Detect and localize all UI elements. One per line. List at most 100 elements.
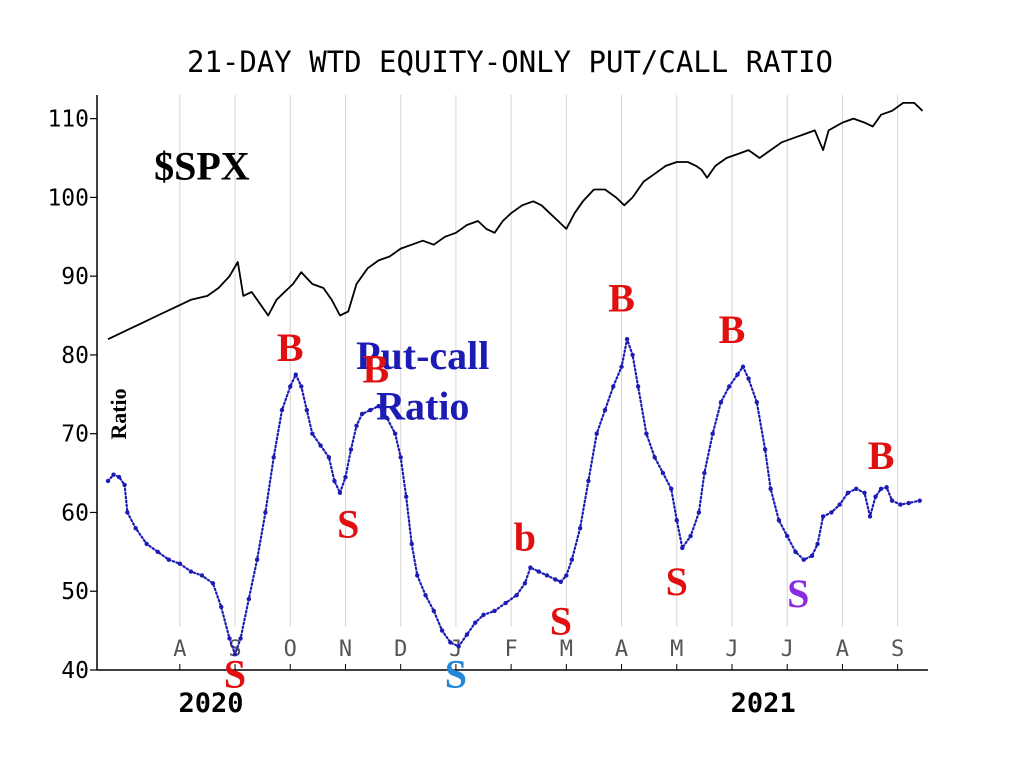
y-tick-label: 80 — [61, 343, 89, 369]
ratio-point — [219, 604, 224, 610]
ratio-point — [392, 431, 398, 436]
ratio-point — [674, 518, 679, 523]
ratio-point — [354, 423, 359, 429]
y-tick-label: 60 — [61, 500, 89, 526]
ratio-point — [105, 478, 111, 484]
ratio-point — [431, 608, 437, 614]
ratio-point — [820, 514, 826, 519]
ratio-point — [801, 557, 806, 562]
ratio-point — [368, 407, 373, 413]
ratio-point — [644, 431, 649, 436]
ratio-point — [837, 502, 842, 507]
ratio-point — [906, 500, 911, 506]
y-tick-label: 70 — [61, 422, 89, 448]
ratio-point — [473, 620, 478, 625]
ratio-point — [862, 490, 867, 495]
ratio-point — [448, 640, 453, 645]
x-tick-label: J — [725, 637, 738, 662]
ratio-point — [873, 494, 878, 499]
ratio-point — [602, 407, 608, 413]
ratio-point — [177, 561, 183, 566]
x-tick-label: O — [284, 637, 297, 662]
spx-line — [107, 102, 924, 341]
ratio-point — [740, 364, 746, 369]
ratio-point — [564, 573, 569, 578]
ratio-point — [878, 486, 884, 492]
ratio-point — [492, 608, 497, 614]
ratio-point — [376, 403, 381, 409]
y-tick-label: 100 — [47, 185, 89, 211]
ratio-point — [514, 592, 519, 598]
ratio-point — [409, 541, 414, 547]
x-tick-label: A — [836, 637, 849, 662]
ratio-point — [746, 376, 751, 381]
ratio-point — [199, 573, 205, 578]
ratio-point — [144, 541, 149, 547]
ratio-point — [398, 455, 403, 460]
ratio-point — [464, 632, 470, 637]
x-tick-label: D — [394, 637, 407, 662]
sell-signal-label: S — [787, 571, 809, 616]
ratio-point — [404, 494, 409, 499]
ratio-point — [776, 518, 782, 523]
ratio-point — [293, 372, 298, 377]
ratio-point — [238, 636, 243, 641]
ratio-point — [310, 431, 315, 436]
x-tick-label: A — [173, 637, 186, 662]
ratio-point — [359, 411, 365, 417]
ratio-point — [227, 636, 232, 641]
ratio-point — [594, 431, 599, 436]
sell-signal-label: S — [337, 502, 359, 547]
ratio-point — [263, 510, 268, 515]
ratio-point — [415, 573, 420, 578]
buy-signal-label: B — [362, 347, 389, 392]
ratio-point — [793, 549, 798, 555]
ratio-point — [299, 384, 304, 389]
ratio-point — [503, 600, 508, 606]
y-axis-label: Ratio — [106, 388, 131, 439]
ratio-series-label: Put-call — [356, 333, 489, 378]
y-tick-label: 110 — [47, 107, 89, 133]
ratio-point — [481, 612, 486, 618]
sell-signal-label: S — [224, 651, 246, 696]
ratio-point — [125, 510, 130, 515]
y-tick-label: 40 — [61, 658, 89, 684]
ratio-point — [680, 545, 685, 551]
ratio-point — [898, 502, 903, 507]
ratio-point — [348, 447, 354, 452]
ratio-point — [669, 486, 674, 492]
year-label: 2020 — [179, 688, 244, 719]
ratio-point — [768, 486, 773, 492]
ratio-point — [384, 415, 390, 421]
ratio-point — [718, 399, 724, 405]
ratio-point — [279, 407, 285, 413]
ratio-point — [155, 549, 160, 555]
ratio-point — [332, 478, 337, 484]
ratio-point — [122, 482, 127, 488]
ratio-point — [553, 577, 558, 582]
ratio-point — [688, 533, 693, 539]
buy-signal-label: B — [868, 433, 895, 478]
x-tick-label: N — [339, 637, 352, 662]
ratio-point — [326, 455, 332, 460]
buy-signal-label: B — [608, 276, 635, 321]
ratio-point — [829, 510, 834, 515]
ratio-point — [586, 478, 591, 484]
x-tick-label: F — [504, 637, 517, 662]
ratio-point — [210, 581, 216, 586]
ratio-point — [696, 510, 702, 515]
ratio-point — [528, 565, 533, 570]
ratio-point — [423, 592, 428, 598]
x-tick-label: M — [560, 637, 573, 662]
ratio-point — [337, 490, 343, 495]
ratio-series-label: Ratio — [376, 384, 469, 429]
ratio-point — [624, 336, 630, 342]
ratio-point — [754, 399, 760, 405]
ratio-point — [232, 652, 238, 657]
ratio-point — [762, 447, 768, 452]
sell-signal-label: S — [550, 599, 572, 644]
ratio-point — [133, 526, 138, 531]
y-tick-label: 50 — [61, 579, 89, 605]
